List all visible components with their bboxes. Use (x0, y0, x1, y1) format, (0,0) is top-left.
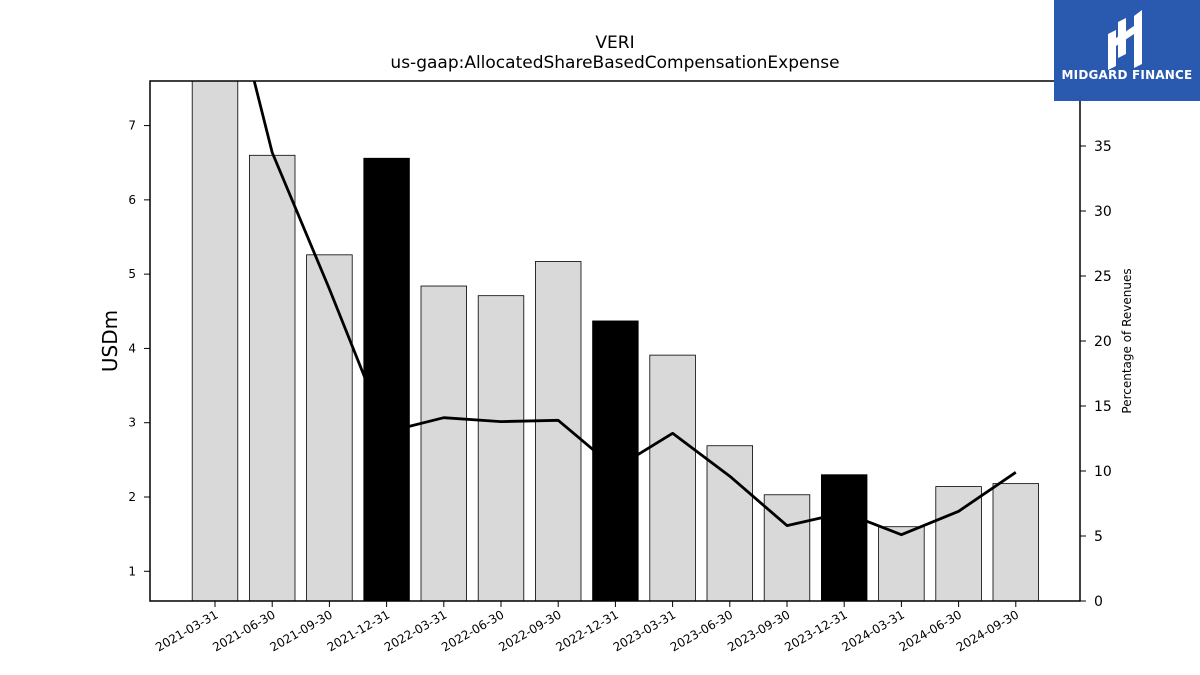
y-axis-label: USDm (98, 310, 122, 372)
y-tick-label: 3 (128, 416, 136, 430)
y-tick-label: 7 (128, 119, 136, 133)
x-tick-label: 2023-03-31 (611, 607, 678, 654)
y-tick-label: 1 (128, 564, 136, 578)
y-tick-label: 6 (128, 193, 136, 207)
y2-tick-label: 5 (1094, 529, 1103, 545)
y-tick-label: 2 (128, 490, 136, 504)
y2-tick-label: 20 (1094, 334, 1112, 350)
x-tick-label: 2021-03-31 (153, 607, 220, 654)
x-tick-label: 2022-09-30 (496, 607, 563, 654)
x-tick-label: 2024-06-30 (897, 607, 964, 654)
bar-2022-06-30 (477, 295, 525, 602)
bar-2024-03-31 (878, 526, 925, 602)
x-tick-label: 2024-03-31 (839, 607, 906, 654)
bar-2023-12-31 (821, 474, 868, 602)
x-tick-label: 2021-09-30 (267, 607, 334, 654)
bar-2024-09-30 (992, 483, 1039, 602)
bar-2024-06-30 (935, 486, 982, 602)
chart-title: VERI (595, 33, 634, 53)
y2-tick-label: 15 (1094, 399, 1112, 415)
percentage-line (252, 81, 1017, 537)
x-tick-label: 2023-12-31 (782, 607, 849, 654)
x-tick-label: 2022-03-31 (382, 607, 449, 654)
y-tick-label: 4 (128, 341, 136, 355)
x-tick-label: 2023-06-30 (668, 607, 735, 654)
bar-2021-06-30 (248, 154, 296, 602)
x-tick-label: 2023-09-30 (725, 607, 792, 654)
y-tick-label: 5 (128, 267, 136, 281)
midgard-finance-logo: MIDGARD FINANCE (1054, 0, 1200, 101)
x-tick-label: 2022-12-31 (553, 607, 620, 654)
y2-tick-label: 25 (1094, 269, 1112, 285)
y2-tick-label: 10 (1094, 464, 1112, 480)
x-tick-label: 2021-06-30 (210, 607, 277, 654)
bar-2021-12-31 (363, 157, 410, 602)
y2-axis-label: Percentage of Revenues (1120, 268, 1134, 413)
y2-tick-label: 0 (1094, 594, 1103, 610)
bars-layer (191, 80, 1039, 602)
logo-text: MIDGARD FINANCE (1061, 68, 1193, 82)
bar-2022-09-30 (535, 261, 582, 602)
chart-subtitle: us-gaap:AllocatedShareBasedCompensationE… (390, 53, 839, 73)
bar-2023-06-30 (706, 445, 753, 602)
bar-2022-03-31 (420, 285, 467, 602)
x-axis: 2021-03-312021-06-302021-09-302021-12-31… (153, 601, 1021, 654)
x-tick-label: 2022-06-30 (439, 607, 506, 654)
bar-2023-03-31 (649, 354, 696, 602)
right-axis: 0 5 10 15 20 25 30 35 (1080, 139, 1112, 610)
y2-tick-label: 30 (1094, 204, 1112, 220)
bar-2022-12-31 (592, 320, 639, 602)
bar-2021-09-30 (306, 254, 353, 602)
logo-mark-icon (1108, 10, 1142, 70)
x-tick-label: 2021-12-31 (325, 607, 392, 654)
x-tick-label: 2024-09-30 (954, 607, 1021, 654)
y2-tick-label: 35 (1094, 139, 1112, 155)
left-axis: 1 2 3 4 5 6 7 (128, 119, 150, 578)
line-layer (252, 81, 1017, 537)
bar-2021-03-31 (191, 80, 239, 602)
